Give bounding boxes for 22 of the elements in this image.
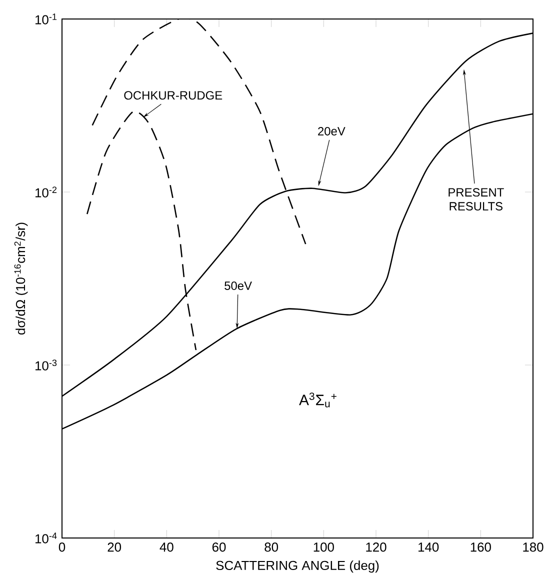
annotation: 50eV [224, 282, 252, 290]
y-tick-label: 10$^{-4}$ [36, 532, 57, 544]
y-tick-label: 10$^{-2}$ [36, 186, 57, 198]
y-tick-label: 10$^{-3}$ [36, 360, 57, 370]
x-axis-title: SCATTERING ANGLE (deg) [216, 560, 379, 573]
x-tick-label: 100 [314, 542, 334, 552]
x-tick-label: 180 [523, 542, 544, 552]
x-tick-label: 40 [160, 542, 174, 552]
annotation: OCHKUR-RUDGE [124, 91, 222, 100]
line-series [86, 110, 197, 351]
x-tick-label: 0 [58, 542, 66, 552]
annotation: A$^{3}$Σ$_{u}$+ [299, 392, 336, 408]
x-tick-label: 140 [418, 542, 439, 552]
x-tick-label: 120 [366, 542, 386, 552]
x-tick-label: 80 [264, 542, 278, 552]
x-tick-label: 20 [108, 542, 122, 552]
annotation: 20eV [318, 126, 346, 136]
annotation: PRESENT RESULTS [448, 188, 504, 210]
y-axis-title: dσ/dΩ (10$^{-16}$cm$^{2}$/sr) [14, 222, 28, 335]
x-tick-label: 160 [470, 542, 491, 552]
x-tick-label: 60 [212, 542, 226, 552]
y-tick-label: 10$^{-1}$ [36, 14, 57, 24]
